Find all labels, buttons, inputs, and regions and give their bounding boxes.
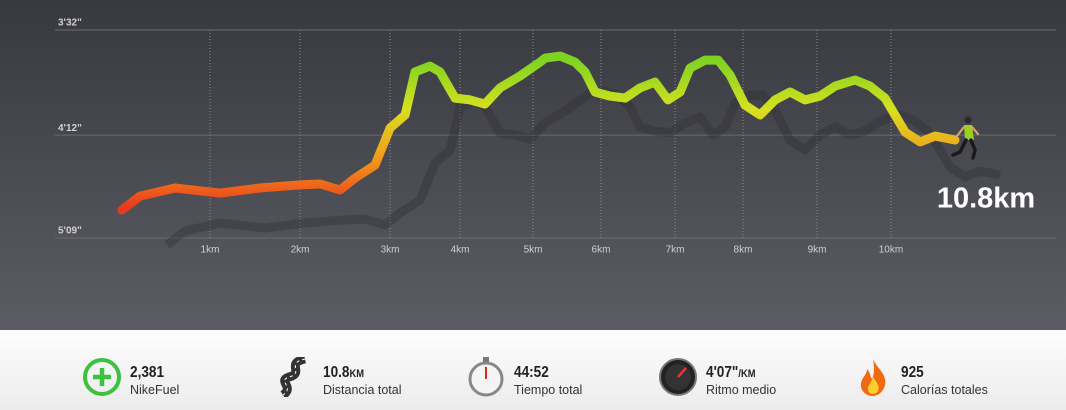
x-tick-label: 6km: [592, 245, 611, 256]
chart: 3'32" 4'12" 5'09" 1km 2km 3km 4km 5km 6km 7km 8km 9…: [0, 0, 1066, 330]
runner-icon: [951, 116, 980, 160]
road-icon: [280, 357, 307, 397]
stats-bar: 2,381 NikeFuel 10.8KM Distancia total 44…: [0, 330, 1066, 410]
y-tick-label: 3'32": [58, 18, 82, 29]
stopwatch-icon: [468, 357, 504, 397]
stat-value: 2,381: [130, 364, 165, 381]
x-tick-label: 1km: [201, 245, 220, 256]
stat-label: Calorías totales: [901, 383, 988, 397]
x-tick-label: 5km: [524, 245, 543, 256]
nikefuel-icon: [83, 358, 121, 396]
x-tick-label: 8km: [734, 245, 753, 256]
line-shadow: [164, 86, 1001, 249]
stat-value: 10.8KM: [323, 364, 365, 381]
x-tick-label: 7km: [666, 245, 685, 256]
speedometer-icon: [659, 358, 697, 396]
stat-value: 4'07"/KM: [706, 364, 756, 381]
x-tick-label: 4km: [451, 245, 470, 256]
flame-icon: [860, 359, 886, 396]
stat-label: Ritmo medio: [706, 383, 777, 397]
distance-annotation: 10.8km: [937, 183, 1035, 215]
pace-line: [117, 51, 960, 215]
stat-value: 44:52: [514, 364, 549, 381]
y-tick-label: 5'09": [58, 226, 82, 237]
stat-label: NikeFuel: [130, 383, 180, 397]
x-tick-label: 9km: [808, 245, 827, 256]
y-tick-label: 4'12": [58, 123, 82, 134]
x-tick-label: 3km: [381, 245, 400, 256]
stat-label: Distancia total: [323, 383, 402, 397]
x-tick-label: 2km: [291, 245, 310, 256]
stat-label: Tiempo total: [514, 383, 583, 397]
stat-value: 925: [901, 364, 924, 381]
x-tick-label: 10km: [879, 245, 903, 256]
